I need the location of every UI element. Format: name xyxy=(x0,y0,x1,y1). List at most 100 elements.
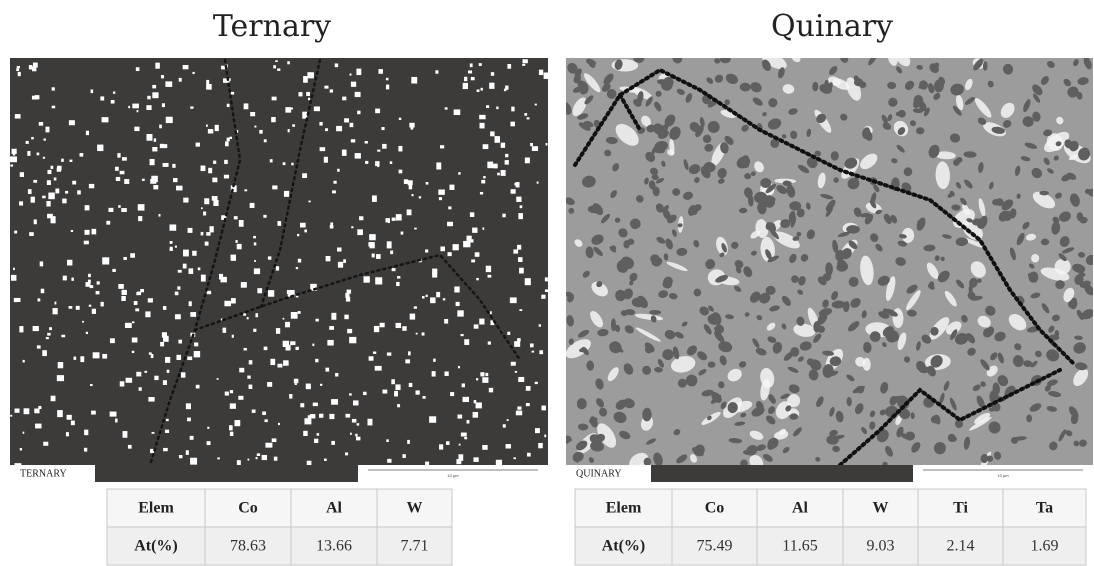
particle xyxy=(324,157,328,163)
particle xyxy=(47,180,51,185)
particle xyxy=(41,289,45,293)
particle xyxy=(69,160,72,162)
particle xyxy=(378,69,383,74)
particle xyxy=(476,378,478,380)
table-header: W xyxy=(407,500,423,517)
particle xyxy=(409,185,412,190)
particle xyxy=(535,428,540,433)
particle xyxy=(264,347,268,351)
particle xyxy=(501,170,506,176)
particle xyxy=(31,197,35,203)
particle xyxy=(532,351,534,353)
particle xyxy=(231,255,236,261)
particle xyxy=(439,445,442,448)
scale-label: 10 µm xyxy=(447,473,459,478)
particle xyxy=(179,78,182,82)
particle xyxy=(62,199,66,204)
particle xyxy=(252,409,256,412)
particle xyxy=(468,70,472,73)
particle xyxy=(405,359,410,363)
particle xyxy=(170,247,173,250)
particle xyxy=(503,424,506,427)
particle xyxy=(165,430,169,433)
particle xyxy=(159,214,161,217)
particle xyxy=(15,409,20,413)
particle xyxy=(394,391,398,396)
micrograph-bg xyxy=(10,58,548,465)
particle xyxy=(33,326,39,331)
particle xyxy=(163,336,169,342)
particle xyxy=(160,144,164,148)
particle xyxy=(464,77,467,81)
particle xyxy=(10,164,13,166)
particle xyxy=(151,176,157,182)
particle xyxy=(122,290,127,295)
particle xyxy=(539,324,541,326)
particle xyxy=(414,228,417,230)
particle xyxy=(257,288,262,293)
particle xyxy=(93,352,100,358)
particle xyxy=(267,382,272,387)
particle xyxy=(249,360,253,364)
particle xyxy=(448,252,452,256)
particle xyxy=(459,444,461,446)
particle xyxy=(357,229,363,235)
particle xyxy=(278,423,280,425)
particle xyxy=(265,419,268,422)
particle xyxy=(480,123,485,129)
particle xyxy=(345,293,349,298)
particle xyxy=(265,443,272,448)
table-header: Elem xyxy=(138,500,174,517)
particle xyxy=(356,69,361,75)
particle xyxy=(254,260,256,262)
particle xyxy=(517,406,521,409)
particle xyxy=(300,223,306,228)
particle xyxy=(128,445,132,449)
particle xyxy=(42,196,46,199)
particle xyxy=(205,242,209,246)
particle xyxy=(179,455,183,458)
particle xyxy=(48,193,54,200)
particle xyxy=(183,250,189,257)
particle xyxy=(221,66,225,70)
particle xyxy=(391,379,395,384)
particle xyxy=(181,372,185,377)
particle xyxy=(190,106,193,108)
particle xyxy=(210,226,214,232)
particle xyxy=(152,432,155,434)
particle xyxy=(401,232,404,235)
particle xyxy=(54,177,57,180)
particle xyxy=(387,241,392,248)
particle xyxy=(187,418,191,422)
particle xyxy=(283,360,289,365)
particle xyxy=(148,397,154,402)
particle xyxy=(194,342,198,346)
particle xyxy=(527,117,530,119)
particle xyxy=(515,371,517,373)
particle xyxy=(517,338,521,341)
particle xyxy=(204,198,209,204)
particle xyxy=(527,453,531,457)
particle xyxy=(458,415,463,419)
particle xyxy=(464,339,469,345)
particle xyxy=(507,332,510,335)
particle xyxy=(489,83,494,89)
row-label: At(%) xyxy=(602,538,646,555)
particle xyxy=(46,127,50,133)
particle xyxy=(47,214,53,219)
particle xyxy=(545,277,548,281)
particle xyxy=(121,296,125,301)
particle xyxy=(497,173,500,176)
particle xyxy=(247,317,249,319)
particle xyxy=(230,390,233,393)
particle xyxy=(92,229,97,235)
particle xyxy=(147,96,150,100)
particle xyxy=(449,185,454,190)
particle xyxy=(14,231,17,234)
particle xyxy=(330,89,333,92)
particle xyxy=(230,432,233,436)
particle xyxy=(402,454,405,458)
particle xyxy=(387,352,391,355)
particle xyxy=(473,412,478,418)
particle xyxy=(176,355,181,360)
